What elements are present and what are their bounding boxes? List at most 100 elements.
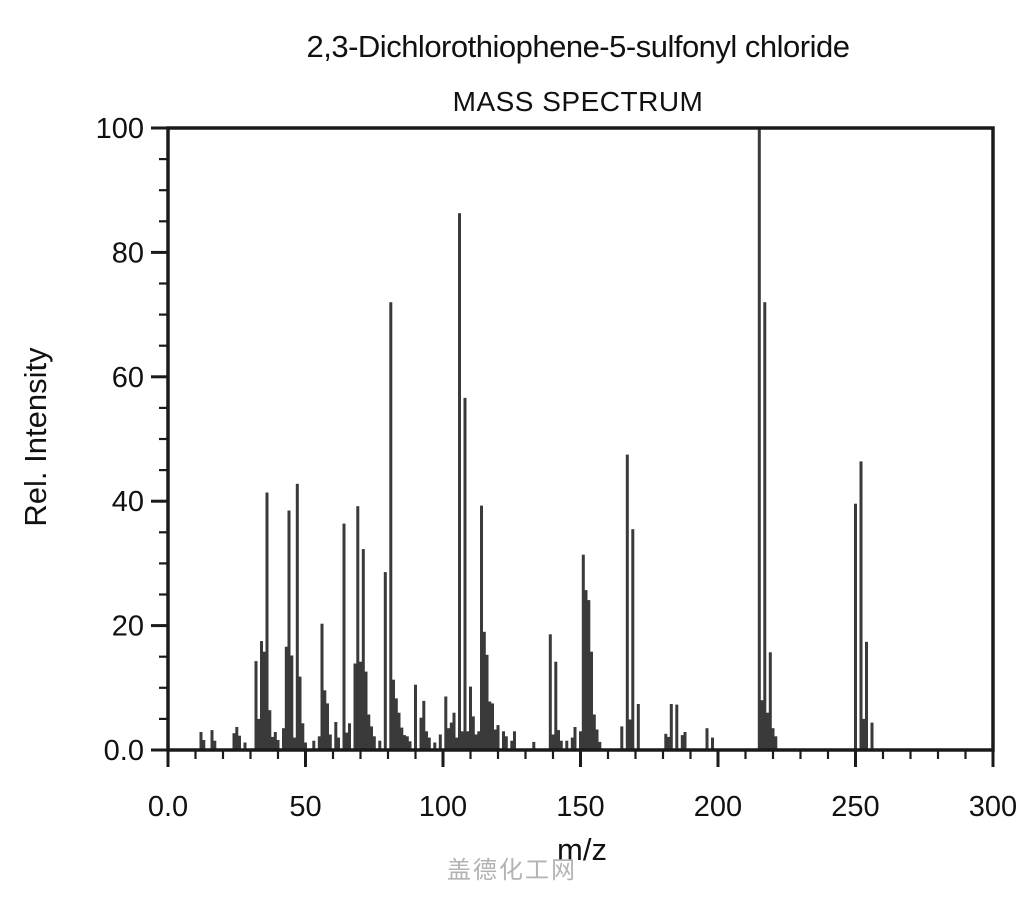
peak-bars-group (199, 128, 874, 750)
peak-bar (337, 737, 340, 750)
peak-bar (570, 737, 574, 750)
peak-bar (584, 590, 588, 750)
peak-bar (397, 712, 401, 750)
peak-bar (444, 696, 448, 750)
peak-bar (757, 128, 761, 750)
peak-bar (265, 492, 269, 750)
peak-bar (425, 731, 428, 750)
peak-bar (232, 733, 236, 750)
peak-bar (579, 731, 582, 750)
peak-bar (438, 734, 442, 750)
peak-bar (669, 704, 673, 750)
peak-bar (628, 719, 632, 750)
peak-bar (317, 736, 321, 750)
peak-bar (449, 722, 453, 750)
peak-bar (427, 737, 431, 750)
peak-bar (862, 718, 866, 750)
peak-bar (213, 740, 217, 750)
y-tick-label: 100 (96, 113, 144, 145)
peak-bar (262, 651, 266, 750)
peak-bar (680, 735, 684, 750)
peak-bar (455, 737, 459, 750)
chart-subtitle: MASS SPECTRUM (453, 86, 704, 117)
watermark: 盖德化工网 (447, 857, 577, 884)
peak-bar (257, 718, 261, 750)
peak-bar (664, 733, 668, 750)
peak-bar (683, 732, 687, 750)
peak-bar (471, 716, 475, 750)
peak-bar (474, 734, 478, 750)
peak-bar (372, 736, 376, 750)
peak-bar (675, 704, 679, 750)
peak-bar (210, 730, 214, 750)
peak-bar (422, 700, 426, 750)
peak-bar (202, 740, 206, 750)
peak-bar (370, 726, 373, 750)
peak-bar (482, 631, 486, 750)
x-axis-label: m/z (557, 832, 607, 867)
peak-bar (625, 454, 629, 750)
peak-bar (334, 722, 338, 750)
peak-bar (389, 302, 393, 750)
x-tick-label: 150 (556, 791, 604, 823)
x-tick-label: 100 (419, 791, 467, 823)
peak-bar (771, 728, 775, 750)
peak-bar (513, 731, 516, 750)
plot-border (166, 126, 995, 752)
peak-bar (408, 741, 412, 750)
peak-bar (466, 731, 470, 750)
peak-bar (260, 641, 263, 750)
peak-bar (573, 727, 577, 750)
peak-bar (238, 735, 241, 750)
peak-bar (433, 742, 437, 750)
peak-bar (414, 684, 417, 750)
peak-bar (631, 529, 635, 750)
y-axis-label: Rel. Intensity (18, 347, 53, 527)
peak-bar (592, 714, 596, 750)
peak-bar (493, 729, 497, 750)
peak-bar (284, 646, 288, 750)
peak-bar (763, 302, 767, 750)
peak-bar (480, 505, 483, 750)
peak-bar (295, 483, 299, 750)
peak-bar (620, 726, 624, 750)
peak-bar (705, 728, 709, 750)
peak-bar (590, 651, 593, 750)
peak-bar (394, 698, 398, 750)
peak-bar (711, 737, 714, 750)
peak-bar (463, 397, 467, 750)
peak-bar (419, 717, 423, 750)
y-tick-label: 80 (112, 237, 144, 269)
x-tick-label: 250 (831, 791, 879, 823)
peak-bar (268, 710, 272, 750)
peak-bar (488, 701, 492, 750)
peak-bar (383, 572, 387, 750)
peak-bar (400, 727, 404, 750)
peak-bar (554, 661, 558, 750)
peak-bar (342, 523, 346, 750)
peak-bar (774, 736, 778, 750)
peak-bar (595, 729, 599, 750)
peak-bar (587, 600, 591, 750)
peak-bar (312, 740, 316, 750)
peak-bar (320, 623, 324, 750)
axes-group (151, 126, 995, 767)
chart-title: 2,3-Dichlorothiophene-5-sulfonyl chlorid… (307, 29, 850, 64)
peak-bar (491, 703, 494, 750)
peak-bar (865, 641, 868, 750)
peak-bar (298, 676, 302, 750)
y-tick-label: 0.0 (104, 735, 144, 767)
peak-bar (348, 723, 351, 750)
peak-bar (551, 734, 555, 750)
peak-bar (768, 652, 772, 750)
peak-bar (870, 722, 874, 750)
peak-bar (447, 728, 450, 750)
peak-bar (559, 740, 563, 750)
peak-bar (859, 461, 863, 750)
x-tick-label: 50 (289, 791, 321, 823)
peak-bar (276, 740, 280, 750)
peak-bar (667, 736, 670, 750)
peak-bar (636, 704, 640, 750)
y-tick-label: 20 (112, 611, 144, 643)
